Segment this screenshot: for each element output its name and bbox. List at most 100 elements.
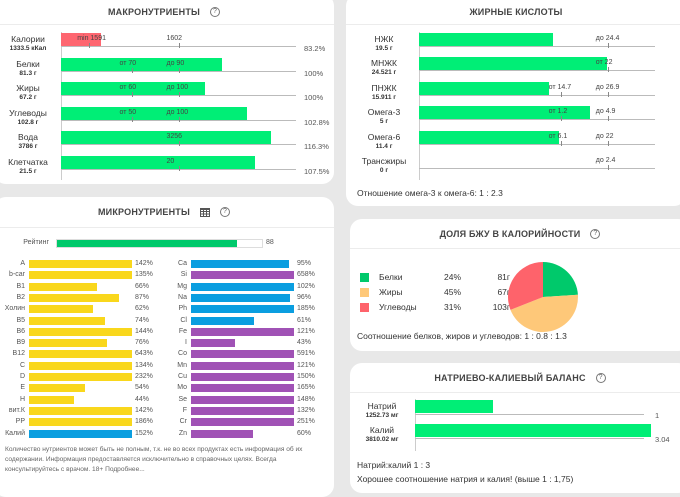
table-icon[interactable] (200, 207, 211, 217)
micro-row: B6 144% (0, 327, 164, 337)
help-icon[interactable]: ? (590, 228, 601, 239)
norm-label: до 26.9 (595, 83, 620, 91)
micro-row: Cl 61% (164, 316, 334, 326)
micro-name: B5 (16, 316, 25, 324)
norm-tick (607, 43, 609, 48)
progress-bar (419, 130, 560, 144)
acid-name: МНЖК (370, 58, 398, 69)
micro-value: 185% (297, 305, 315, 313)
acid-name: Трансжиры (361, 156, 407, 166)
micro-bar (29, 327, 132, 336)
norm-label: до 100 (166, 108, 189, 116)
micro-value: 142% (135, 406, 153, 414)
micro-name: PP (15, 418, 25, 426)
micro-name: E (20, 384, 25, 392)
micro-row: C 134% (0, 361, 164, 371)
row-label: МНЖК 24.521 г (354, 58, 414, 77)
micro-name: Zn (178, 429, 187, 437)
progress-bar (61, 33, 101, 46)
micro-bar (191, 293, 290, 302)
acid-amount: 11.4 г (375, 142, 393, 150)
micro-value: 142% (135, 260, 153, 267)
micro-bar (191, 406, 294, 415)
micro-row: Калий 152% (0, 429, 164, 439)
legend-swatch (360, 273, 369, 282)
micro-row: Ca 95% (164, 259, 334, 269)
acid-amount: 5 г (379, 118, 389, 126)
sodium-potassium-verdict: Хорошее соотношение натрия и калия! (выш… (357, 474, 574, 484)
norm-tick (607, 165, 609, 170)
rating-value: 88 (266, 239, 274, 246)
macro-share: 31% (444, 302, 462, 312)
nak-row: Натрий 1252.73 мг 1 (350, 399, 680, 423)
bju-title: ДОЛЯ БЖУ В КАЛОРИЙНОСТИ (439, 228, 581, 239)
micro-value: 95% (297, 260, 312, 267)
micro-value: 66% (135, 282, 150, 290)
macro-row: Белки 81.3 г от 70 до 90 100% (0, 57, 334, 81)
nutrient-amount: 21.5 г (19, 168, 37, 175)
micro-bar (29, 429, 132, 438)
norm-tick (178, 166, 180, 171)
micro-name: Co (178, 350, 187, 358)
micro-bar (29, 271, 132, 280)
micro-bar (29, 395, 75, 404)
micro-name: F (182, 406, 187, 414)
micro-name: Se (178, 395, 187, 403)
row-label: Клетчатка 21.5 г (0, 157, 56, 176)
norm-label: от 60 (119, 84, 137, 92)
micro-name: Mo (177, 384, 187, 392)
micro-row: Ph 185% (164, 304, 334, 314)
row-label: Калий 3810.02 мг (354, 425, 410, 444)
micro-name: B1 (16, 282, 25, 290)
nutrient-amount: 1333.5 кКал (9, 45, 47, 52)
fatty-row: Омега-3 5 г от 1.2 до 4.9 (346, 105, 680, 129)
macro-grams: 81г (497, 272, 510, 282)
norm-tick (178, 116, 180, 122)
norm-label: до 22 (595, 132, 614, 140)
bju-legend-item: Жиры 45% 67г (360, 286, 510, 301)
macro-row: Углеводы 102.8 г от 50 до 100 102.8% (0, 106, 334, 130)
micro-bar (29, 361, 132, 370)
micro-value: 591% (297, 350, 315, 358)
micro-bar (29, 384, 85, 393)
minerals-list: Ca 95% Si 658% Mg 102% Na 96% Ph 185% Cl 61% Fe 121% I… (164, 259, 334, 439)
micro-name: Ph (178, 305, 187, 313)
progress-bar (415, 400, 493, 413)
progress-bar (61, 131, 272, 145)
micro-value: 61% (297, 316, 312, 324)
macro-row: Жиры 67.2 г от 60 до 100 100% (0, 81, 334, 105)
bju-ratio: Соотношение белков, жиров и углеводов: 1… (357, 331, 567, 341)
fatty-acids-card: ЖИРНЫЕ КИСЛОТЫ НЖК 19.5 г до 24.4 МНЖК 24.52… (346, 0, 680, 206)
row-label: Омега-6 11.4 г (354, 132, 414, 151)
percent-value: 100% (304, 68, 324, 78)
chart-axis (61, 32, 62, 180)
progress-bar (61, 82, 205, 96)
nutrient-amount: 3786 г (18, 143, 38, 151)
bju-legend-item: Углеводы 31% 103г (360, 301, 510, 316)
fatty-row: НЖК 19.5 г до 24.4 (346, 32, 680, 56)
micro-value: 76% (135, 339, 150, 347)
micro-value: 62% (135, 305, 150, 313)
legend-swatch (360, 288, 369, 297)
micro-value: 44% (135, 395, 150, 403)
bar-track (419, 119, 655, 121)
norm-label: 1602 (166, 35, 183, 42)
micro-row: Na 96% (164, 293, 334, 303)
help-icon[interactable]: ? (210, 6, 221, 17)
norm-tick (607, 67, 609, 73)
norm-label: от 14.7 (548, 83, 572, 91)
progress-bar (61, 57, 222, 71)
micro-name: Fe (178, 327, 187, 335)
micro-value: 165% (297, 384, 315, 392)
norm-tick (607, 116, 609, 122)
micro-value: 135% (135, 271, 153, 279)
help-icon[interactable]: ? (220, 207, 231, 217)
nutrient-amount: 81.3 г (19, 69, 37, 77)
bar-track (419, 70, 655, 72)
micro-bar (29, 305, 93, 314)
acid-name: НЖК (374, 34, 394, 44)
macro-row: Клетчатка 21.5 г 20 107.5% (0, 155, 334, 179)
micro-bar (191, 271, 294, 280)
help-icon[interactable]: ? (595, 372, 606, 383)
micro-value: 102% (297, 282, 315, 290)
